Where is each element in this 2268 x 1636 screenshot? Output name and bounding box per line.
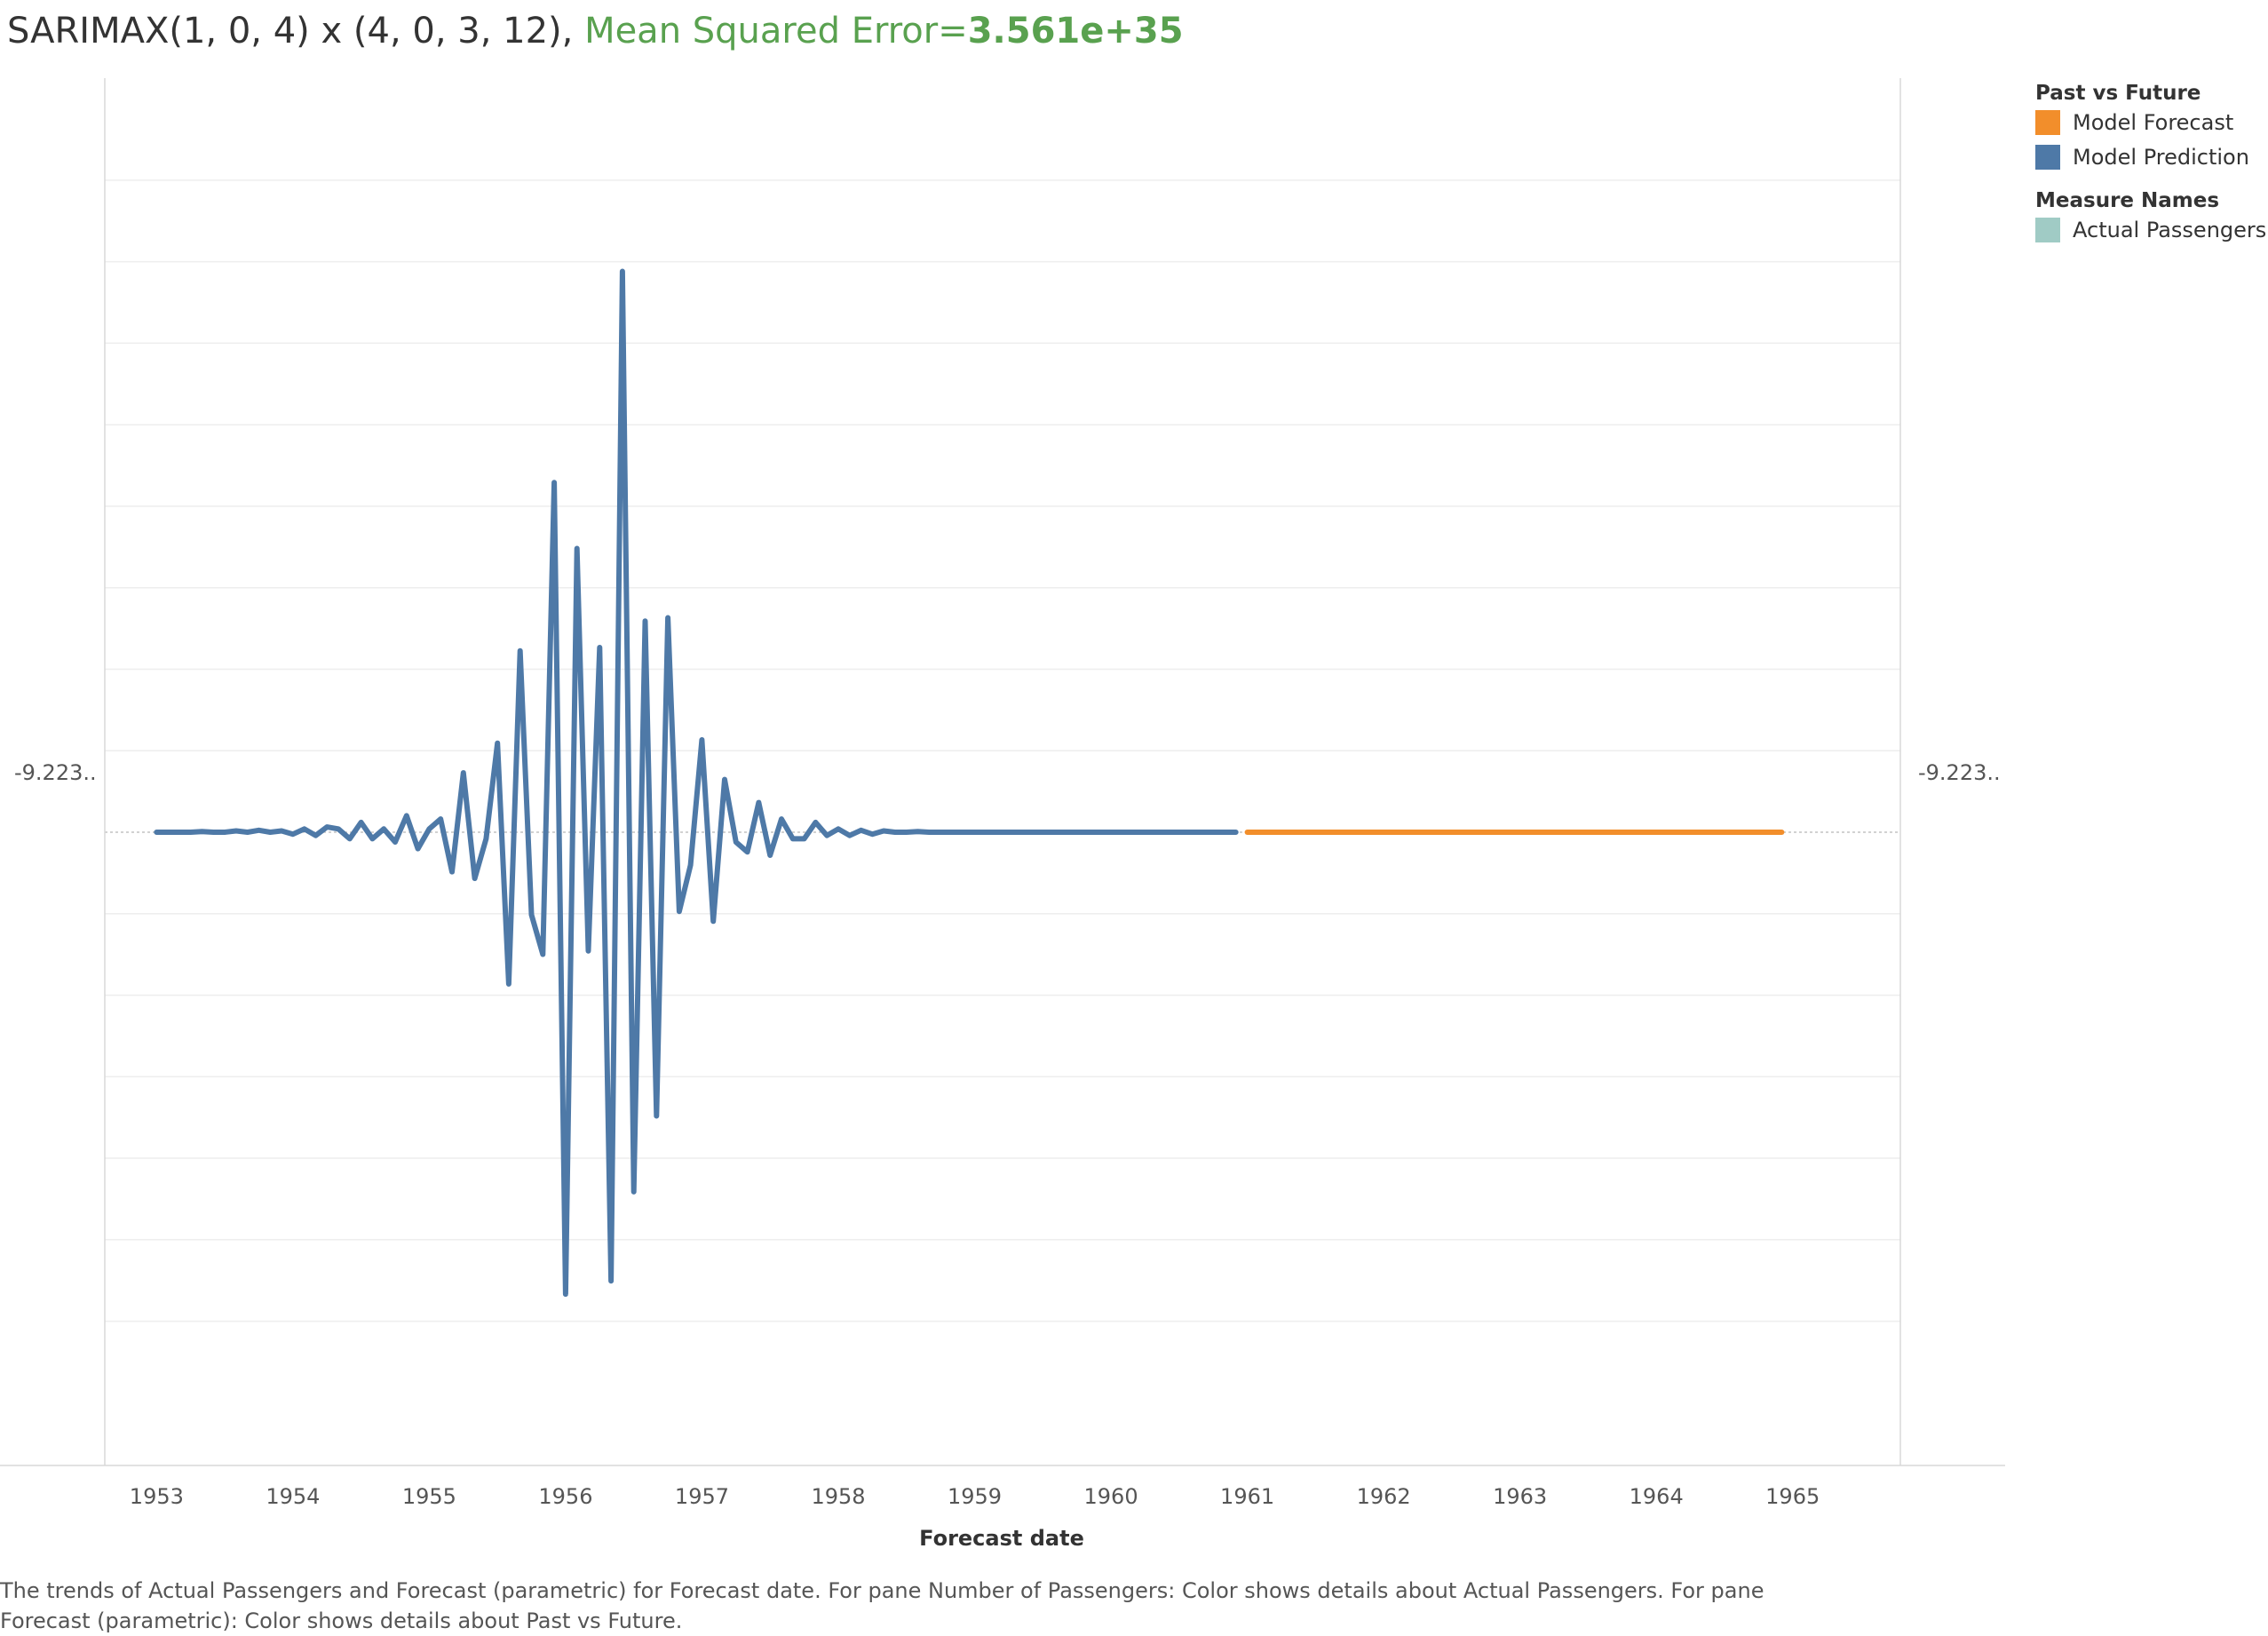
legend-swatch <box>2035 218 2060 242</box>
title-mse-value: 3.561e+35 <box>967 11 1184 52</box>
y-right-label: -9.223.. <box>1918 760 2001 785</box>
grid-lines <box>105 179 1900 1322</box>
chart-title: SARIMAX(1, 0, 4) x (4, 0, 3, 12), Mean S… <box>7 11 1184 52</box>
legend-title: Measure Names <box>2035 189 2220 212</box>
legend-group: Past vs Future Model Forecast Model Predic… <box>2035 82 2268 170</box>
x-tick-label: 1956 <box>538 1484 592 1509</box>
legend-item[interactable]: Model Prediction <box>2035 145 2268 170</box>
x-tick-label: 1953 <box>130 1484 184 1509</box>
legend-swatch <box>2035 110 2060 135</box>
series-model-prediction[interactable] <box>154 268 1239 1298</box>
legend-swatch <box>2035 145 2060 170</box>
x-tick-label: 1958 <box>811 1484 865 1509</box>
x-tick-label: 1957 <box>675 1484 729 1509</box>
line-chart: -9.223.. -9.223.. 1953 1954 1955 1956 1957 19… <box>0 78 2005 1551</box>
legend: Past vs Future Model Forecast Model Predic… <box>2035 82 2268 252</box>
x-tick-labels: 1953 1954 1955 1956 1957 1958 1959 1960 1961 1962… <box>130 1484 1820 1509</box>
legend-title: Past vs Future <box>2035 82 2201 105</box>
legend-group: Measure Names Actual Passengers <box>2035 189 2268 242</box>
series-lines <box>154 268 1785 1298</box>
x-tick-label: 1955 <box>402 1484 456 1509</box>
x-tick-label: 1960 <box>1084 1484 1138 1509</box>
legend-label: Model Prediction <box>2073 145 2249 170</box>
legend-item[interactable]: Model Forecast <box>2035 110 2268 135</box>
x-tick-label: 1961 <box>1220 1484 1274 1509</box>
legend-item[interactable]: Actual Passengers <box>2035 218 2268 242</box>
x-tick-label: 1954 <box>266 1484 320 1509</box>
title-model: SARIMAX(1, 0, 4) x (4, 0, 3, 12), <box>7 11 574 52</box>
legend-label: Model Forecast <box>2073 110 2234 135</box>
x-tick-label: 1959 <box>948 1484 1002 1509</box>
y-left-label: -9.223.. <box>14 760 97 785</box>
x-tick-label: 1964 <box>1630 1484 1684 1509</box>
legend-label: Actual Passengers <box>2073 218 2267 242</box>
chart-caption: The trends of Actual Passengers and Fore… <box>0 1578 1764 1633</box>
title-mse-label: Mean Squared Error= <box>584 11 968 52</box>
x-tick-label: 1965 <box>1765 1484 1820 1509</box>
x-axis-title: Forecast date <box>919 1526 1084 1551</box>
x-tick-label: 1963 <box>1493 1484 1547 1509</box>
x-tick-label: 1962 <box>1357 1484 1411 1509</box>
